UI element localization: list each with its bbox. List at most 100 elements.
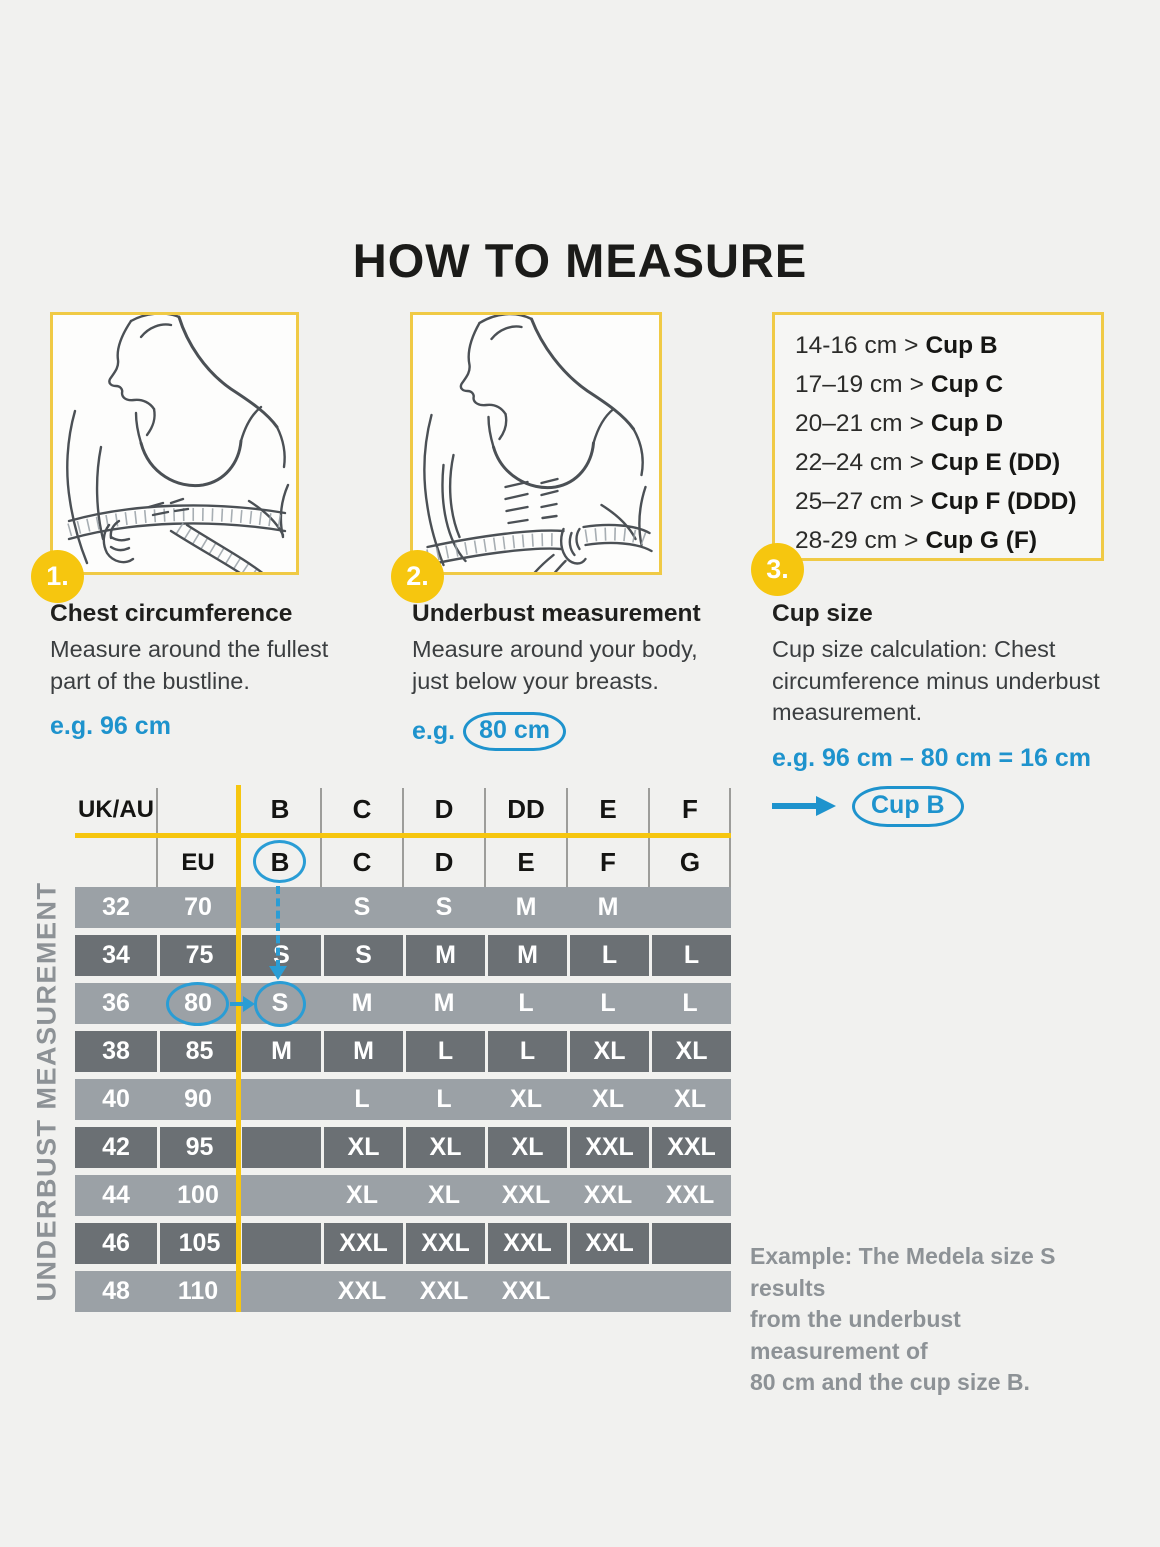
garment-size-cell: M bbox=[403, 935, 485, 976]
step-2-title: Underbust measurement bbox=[412, 600, 701, 627]
table-row: 42 95 XL XL XL XXL XXL bbox=[75, 1127, 731, 1168]
step-1-example: e.g. 96 cm bbox=[50, 712, 390, 741]
right-arrow-icon bbox=[772, 796, 836, 816]
garment-size-cell: XXL bbox=[665, 1181, 715, 1209]
garment-size-cell: M bbox=[597, 893, 619, 921]
garment-size-cell: L bbox=[436, 1085, 452, 1113]
garment-size-cell: XL bbox=[485, 1127, 567, 1168]
page-title: HOW TO MEASURE bbox=[352, 234, 808, 287]
size-chart-ukau-header-row: UK/AU B C D DD E F bbox=[75, 786, 731, 833]
chest-measurement-box bbox=[50, 312, 299, 575]
down-arrowhead-icon bbox=[269, 966, 287, 980]
cup-range: 28-29 cm bbox=[795, 527, 898, 554]
garment-size-cell bbox=[239, 1127, 321, 1168]
cup-label: Cup D bbox=[930, 410, 1004, 437]
yellow-vertical-divider bbox=[236, 785, 241, 1312]
eu-size-cell: 75 bbox=[157, 935, 239, 976]
mini-arrow-line bbox=[230, 1002, 244, 1006]
ukau-size-cell: 44 bbox=[102, 1181, 130, 1209]
step-1-title: Chest circumference bbox=[50, 600, 293, 627]
garment-size-cell: XXL bbox=[485, 1223, 567, 1264]
garment-size-cell: M bbox=[321, 1031, 403, 1072]
garment-size-cell: XXL bbox=[649, 1127, 731, 1168]
garment-size-cell: L bbox=[403, 1031, 485, 1072]
table-row: 32 70 S S M M bbox=[75, 887, 731, 928]
step-1-description: Measure around the fullest part of the b… bbox=[50, 636, 329, 694]
cup-label: Cup F (DDD) bbox=[930, 488, 1077, 515]
cup-size-list-item: 28-29 cm > Cup G (F) bbox=[795, 521, 1095, 560]
ukau-size-cell: 36 bbox=[102, 989, 130, 1017]
garment-size-cell bbox=[649, 887, 731, 928]
garment-size-cell: S bbox=[353, 893, 371, 921]
cup-range: 25–27 cm bbox=[795, 488, 903, 515]
highlight-circle-cup-b bbox=[253, 840, 306, 883]
cup-size-list-item: 14-16 cm > Cup B bbox=[795, 326, 1095, 365]
eu-cup-header: C bbox=[352, 847, 372, 877]
garment-size-cell: XL bbox=[321, 1127, 403, 1168]
cup-range-separator: > bbox=[909, 449, 924, 476]
underbust-measurement-illustration bbox=[423, 315, 654, 572]
eu-cup-header: D bbox=[434, 847, 454, 877]
eu-size-cell: 70 bbox=[184, 893, 212, 921]
example-note: Example: The Medela size S results from … bbox=[750, 1243, 1056, 1395]
garment-size-cell bbox=[567, 1271, 649, 1312]
garment-size-cell: XXL bbox=[567, 1127, 649, 1168]
eu-cup-header: F bbox=[600, 847, 616, 877]
cup-range-separator: > bbox=[909, 371, 924, 398]
empty-header-cell bbox=[157, 786, 239, 833]
garment-size-cell bbox=[239, 1079, 321, 1120]
step-2-description: Measure around your body, just below you… bbox=[412, 636, 698, 694]
garment-size-cell: XL bbox=[403, 1127, 485, 1168]
example-value: 96 cm bbox=[100, 712, 171, 740]
ukau-size-cell: 38 bbox=[102, 1037, 130, 1065]
garment-size-cell: L bbox=[682, 989, 698, 1017]
garment-size-cell: XL bbox=[510, 1085, 542, 1113]
cup-range: 17–19 cm bbox=[795, 371, 903, 398]
garment-size-cell: XXL bbox=[321, 1223, 403, 1264]
size-chart-body: 32 70 S S M M 34 75 S S M M L L 36 80 S M M L L L 38 85 M M L L XL XL… bbox=[75, 887, 731, 1319]
garment-size-cell: S bbox=[321, 935, 403, 976]
garment-size-cell: L bbox=[354, 1085, 370, 1113]
ukau-size-cell: 42 bbox=[102, 1133, 130, 1161]
cup-label: Cup E (DD) bbox=[930, 449, 1061, 476]
garment-size-cell: XXL bbox=[419, 1277, 469, 1305]
highlight-circle-80 bbox=[166, 982, 229, 1026]
garment-size-cell: XXL bbox=[501, 1181, 551, 1209]
example-prefix: e.g. bbox=[412, 717, 456, 745]
ukau-cup-header: F bbox=[682, 794, 698, 824]
step-2-example: e.g. 80 cm bbox=[412, 712, 752, 751]
circled-underbust-value: 80 cm bbox=[463, 712, 566, 751]
ukau-cup-header: DD bbox=[507, 794, 545, 824]
cup-size-list: 14-16 cm > Cup B 17–19 cm > Cup C 20–21 cm > C… bbox=[795, 326, 1095, 560]
underbust-measurement-axis-label: UNDERBUST MEASUREMENT bbox=[31, 881, 62, 1302]
step-2-badge: 2. bbox=[391, 550, 444, 603]
cup-label: Cup C bbox=[930, 371, 1004, 398]
highlight-circle-size-s bbox=[254, 981, 306, 1027]
ukau-header-label: UK/AU bbox=[78, 795, 154, 823]
cup-range: 20–21 cm bbox=[795, 410, 903, 437]
garment-size-cell: M bbox=[485, 935, 567, 976]
step-3-text: Cup size Cup size calculation: Chest cir… bbox=[772, 600, 1124, 827]
table-row: 44 100 XL XL XXL XXL XXL bbox=[75, 1175, 731, 1216]
eu-size-cell: 105 bbox=[157, 1223, 239, 1264]
garment-size-cell: M bbox=[515, 893, 537, 921]
ukau-cup-header: C bbox=[352, 794, 372, 824]
example-prefix: e.g. bbox=[50, 712, 94, 740]
cup-size-list-item: 17–19 cm > Cup C bbox=[795, 365, 1095, 404]
cup-size-list-item: 20–21 cm > Cup D bbox=[795, 404, 1095, 443]
ukau-size-cell: 40 bbox=[102, 1085, 130, 1113]
garment-size-cell: M bbox=[433, 989, 455, 1017]
underbust-measurement-box bbox=[410, 312, 662, 575]
eu-size-cell: 85 bbox=[157, 1031, 239, 1072]
garment-size-cell: XL bbox=[592, 1085, 624, 1113]
step-3-formula: e.g. 96 cm – 80 cm = 16 cm bbox=[772, 743, 1091, 772]
step-3-title: Cup size bbox=[772, 600, 873, 627]
garment-size-cell: L bbox=[485, 1031, 567, 1072]
ukau-cup-header: E bbox=[599, 794, 617, 824]
garment-size-cell: M bbox=[239, 1031, 321, 1072]
garment-size-cell bbox=[239, 887, 321, 928]
empty-header-cell bbox=[75, 838, 157, 887]
garment-size-cell bbox=[239, 1271, 321, 1312]
cup-range-separator: > bbox=[909, 488, 924, 515]
